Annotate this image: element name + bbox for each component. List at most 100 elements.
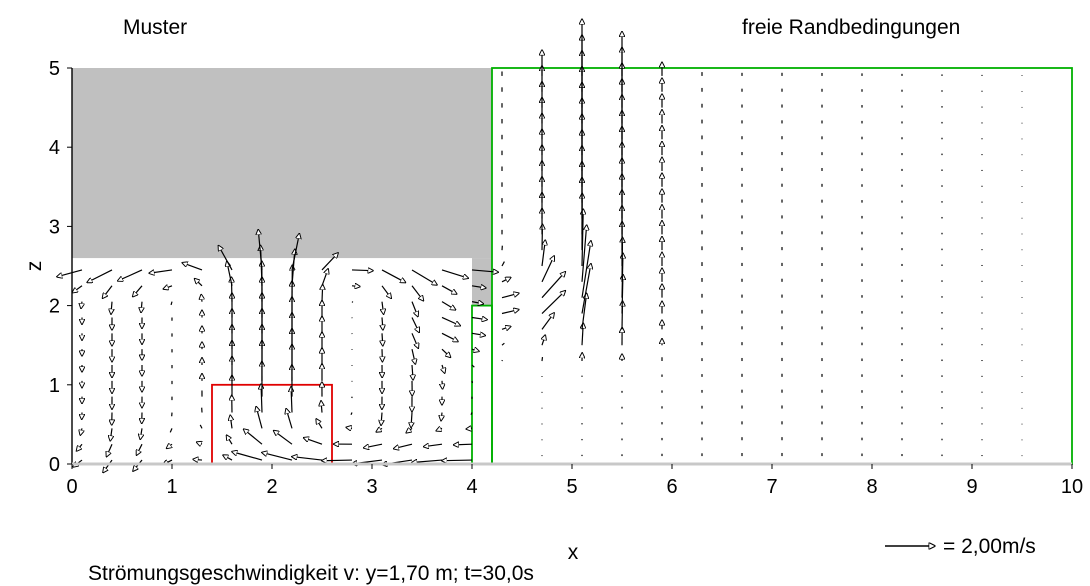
green-boundary-box [471,304,493,465]
x-tick-label: 9 [966,476,977,498]
velocity-arrow [57,269,83,277]
velocity-arrow [351,270,373,271]
velocity-arrow [346,427,353,428]
velocity-arrow [471,333,485,335]
velocity-arrow [136,443,143,455]
velocity-arrow [274,430,293,445]
velocity-arrow [81,301,82,309]
velocity-arrow [169,428,173,433]
velocity-arrow [364,443,383,448]
velocity-arrow [133,459,143,471]
velocity-arrow [149,269,173,273]
velocity-arrow [261,384,262,413]
velocity-arrow [541,291,565,314]
velocity-arrow [471,302,483,304]
arrows-layer [57,19,1023,473]
velocity-arrow [291,233,299,271]
y-tick-label: 1 [49,375,60,397]
velocity-arrow [201,294,202,302]
velocity-arrow [581,225,587,282]
velocity-arrow [436,428,442,430]
velocity-arrow [442,364,445,373]
velocity-arrow [581,264,591,314]
velocity-arrow [322,460,353,461]
velocity-arrow [292,457,323,461]
velocity-arrow [80,428,82,435]
x-tick-label: 2 [266,476,277,498]
velocity-arrow [541,313,554,330]
velocity-arrow [411,412,412,428]
velocity-arrow [471,364,475,368]
velocity-arrow [501,342,505,346]
x-tick-label: 7 [766,476,777,498]
velocity-arrow [471,349,479,351]
velocity-arrow [581,241,591,298]
velocity-arrow [441,285,457,294]
velocity-arrow [376,428,383,432]
velocity-arrow [72,285,83,293]
velocity-arrow [182,263,203,271]
y-tick-label: 5 [49,58,60,80]
scale-legend: = 2,00m/s [885,535,1036,558]
velocity-arrow [232,452,263,461]
velocity-arrow [471,317,487,319]
solid-region [472,258,492,306]
velocity-arrow [501,277,511,281]
velocity-arrow [102,285,113,299]
velocity-arrow [141,301,142,313]
y-tick-label: 4 [49,137,60,159]
velocity-arrow [291,387,292,413]
velocity-arrow [166,444,172,448]
velocity-arrow [454,444,473,445]
x-tick-label: 3 [366,476,377,498]
velocity-arrow [258,230,263,271]
velocity-arrow [193,459,203,460]
velocity-arrow [286,409,293,429]
velocity-arrow [199,424,203,429]
scale-label: = 2,00m/s [943,535,1036,558]
velocity-arrow [501,310,519,315]
velocity-arrow [424,444,443,446]
velocity-arrow [111,301,112,315]
velocity-arrow [412,364,413,380]
velocity-arrow [541,272,565,299]
velocity-arrow [76,443,83,451]
velocity-arrow [103,459,113,473]
velocity-arrow [244,429,263,445]
x-axis-label: x [568,541,579,564]
velocity-arrow [118,269,143,281]
velocity-arrow [394,443,413,448]
velocity-arrow [382,301,384,315]
velocity-arrow [412,349,415,364]
velocity-arrow [350,412,353,415]
velocity-arrow [351,286,360,287]
velocity-arrow [582,323,583,346]
velocity-arrow [581,293,587,330]
velocity-arrow [441,332,458,341]
velocity-arrow [501,261,505,267]
velocity-arrow [441,316,460,325]
velocity-arrow [322,285,323,302]
velocity-arrow [351,301,354,303]
velocity-arrow [321,253,338,271]
velocity-arrow [411,301,418,317]
velocity-arrow [411,269,437,285]
velocity-arrow [170,301,173,306]
velocity-arrow [382,317,383,330]
velocity-arrow [218,245,233,271]
velocity-arrow [140,428,142,439]
velocity-arrow [382,333,383,346]
velocity-arrow [230,415,232,429]
y-axis-label: z [23,261,46,272]
velocity-arrow [441,412,442,421]
x-tick-label: 4 [466,476,477,498]
velocity-arrow [256,406,263,429]
velocity-arrow [316,419,323,429]
velocity-arrow [262,452,293,461]
velocity-arrow [411,333,418,348]
velocity-arrow [321,401,322,413]
velocity-arrow [194,279,203,287]
y-tick-label: 3 [49,216,60,238]
velocity-arrow [381,269,406,283]
x-tick-label: 0 [66,476,77,498]
